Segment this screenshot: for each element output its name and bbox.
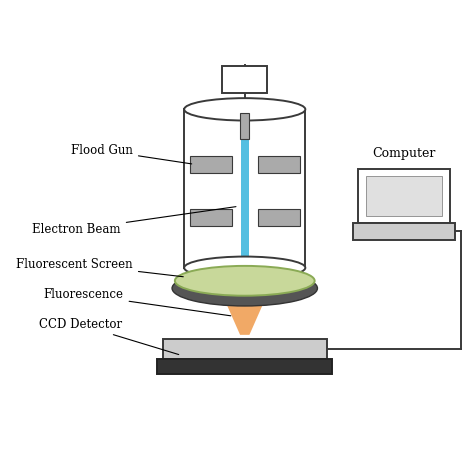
Bar [358,169,450,223]
Bar [184,109,305,268]
Ellipse shape [184,98,305,120]
Ellipse shape [175,266,315,296]
Text: Fluorescent Screen: Fluorescent Screen [16,257,183,277]
Ellipse shape [172,271,318,306]
Bar [258,209,300,226]
Ellipse shape [184,256,305,279]
Polygon shape [226,303,264,335]
Text: Flood Gun: Flood Gun [71,144,191,164]
Bar [353,223,456,240]
Text: Electron Beam: Electron Beam [32,207,236,236]
Text: CCD Detector: CCD Detector [38,318,179,355]
Bar [190,209,232,226]
Bar [222,66,267,92]
Text: Fluorescence: Fluorescence [44,288,231,316]
Polygon shape [241,139,249,276]
Bar [157,359,332,374]
Text: Computer: Computer [373,146,436,160]
Bar [163,338,327,359]
Bar [366,176,442,216]
Bar [190,156,232,173]
Bar [240,113,249,139]
Bar [258,156,300,173]
